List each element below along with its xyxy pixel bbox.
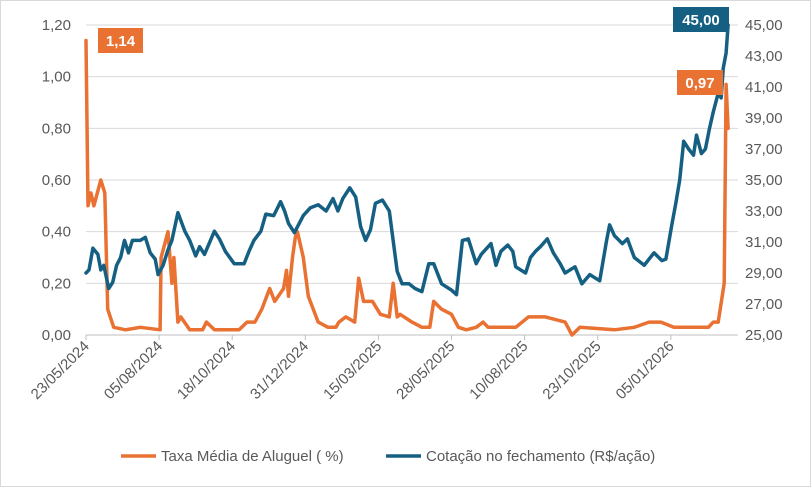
data-label: 0,97 [685,75,714,92]
y-left-tick-label: 0,80 [42,120,71,137]
y-left-tick-label: 0,20 [42,275,71,292]
data-label: 1,14 [106,33,136,50]
data-label-box [98,28,143,53]
x-tick-label: 23/10/2025 [539,338,604,403]
x-tick-label: 15/03/2025 [320,338,385,403]
series-line-taxa-aluguel [84,38,730,337]
x-tick-label: 10/08/2025 [466,338,531,403]
series-line-cotacao [84,23,730,297]
data-label-box [673,7,729,32]
x-tick-label: 18/10/2024 [174,338,239,403]
x-tick-label: 05/01/2026 [613,338,678,403]
legend-label: Taxa Média de Aluguel ( %) [161,448,344,465]
y-right-tick-label: 31,00 [745,234,783,251]
y-right-tick-label: 45,00 [745,17,783,34]
y-right-tick-label: 29,00 [745,265,783,282]
y-right-tick-label: 43,00 [745,48,783,65]
y-right-tick-label: 25,00 [745,327,783,344]
y-left-tick-label: 0,40 [42,224,71,241]
x-tick-label: 28/05/2025 [393,338,458,403]
y-left-tick-label: 0,00 [42,327,71,344]
y-right-tick-label: 37,00 [745,141,783,158]
x-tick-label: 05/08/2024 [101,338,166,403]
x-tick-label: 31/12/2024 [247,338,312,403]
y-right-tick-label: 39,00 [745,110,783,127]
data-label: 45,00 [682,12,720,29]
legend-label: Cotação no fechamento (R$/ação) [426,448,655,465]
y-right-tick-label: 33,00 [745,203,783,220]
y-right-tick-label: 41,00 [745,79,783,96]
y-left-tick-label: 0,60 [42,172,71,189]
data-label-box [677,70,723,95]
x-tick-label: 23/05/2024 [28,338,93,403]
y-right-tick-label: 35,00 [745,172,783,189]
y-left-tick-label: 1,00 [42,69,71,86]
y-right-tick-label: 27,00 [745,296,783,313]
y-left-tick-label: 1,20 [42,17,71,34]
